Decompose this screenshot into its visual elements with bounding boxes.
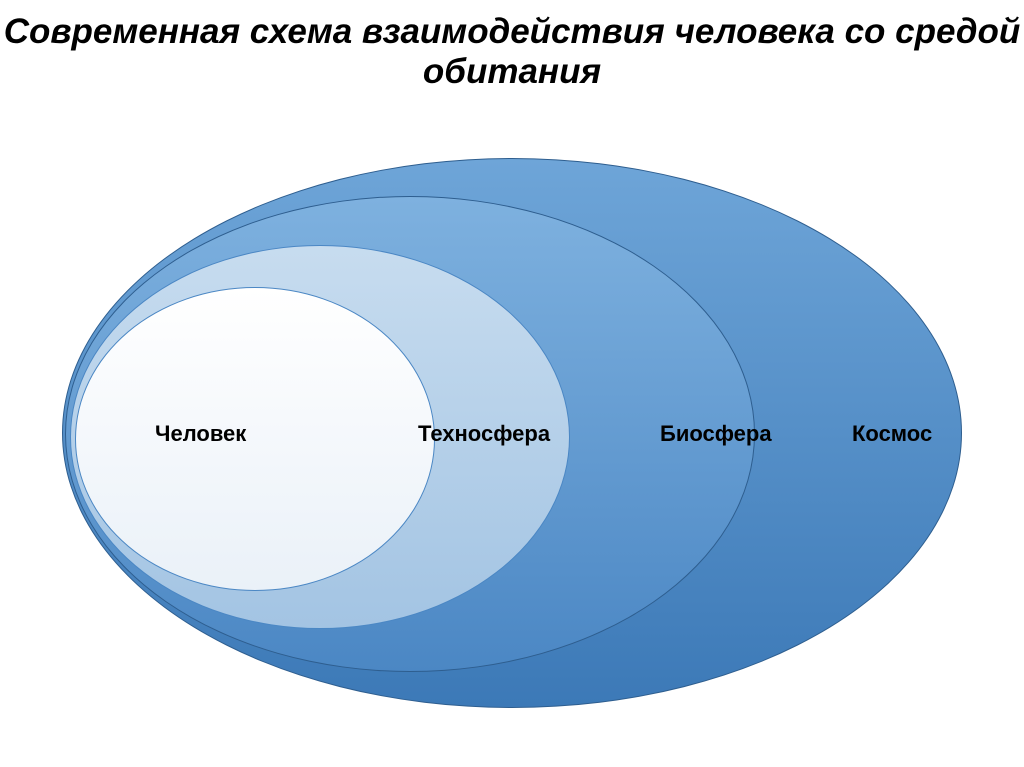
ellipse-human: [75, 287, 435, 591]
label-bio: Биосфера: [660, 421, 772, 447]
page-title: Современная схема взаимодействия человек…: [0, 0, 1024, 93]
nested-ellipse-diagram: Космос Биосфера Техносфера Человек: [0, 93, 1024, 733]
label-tech: Техносфера: [418, 421, 550, 447]
label-human: Человек: [155, 421, 246, 447]
label-outer: Космос: [852, 421, 932, 447]
